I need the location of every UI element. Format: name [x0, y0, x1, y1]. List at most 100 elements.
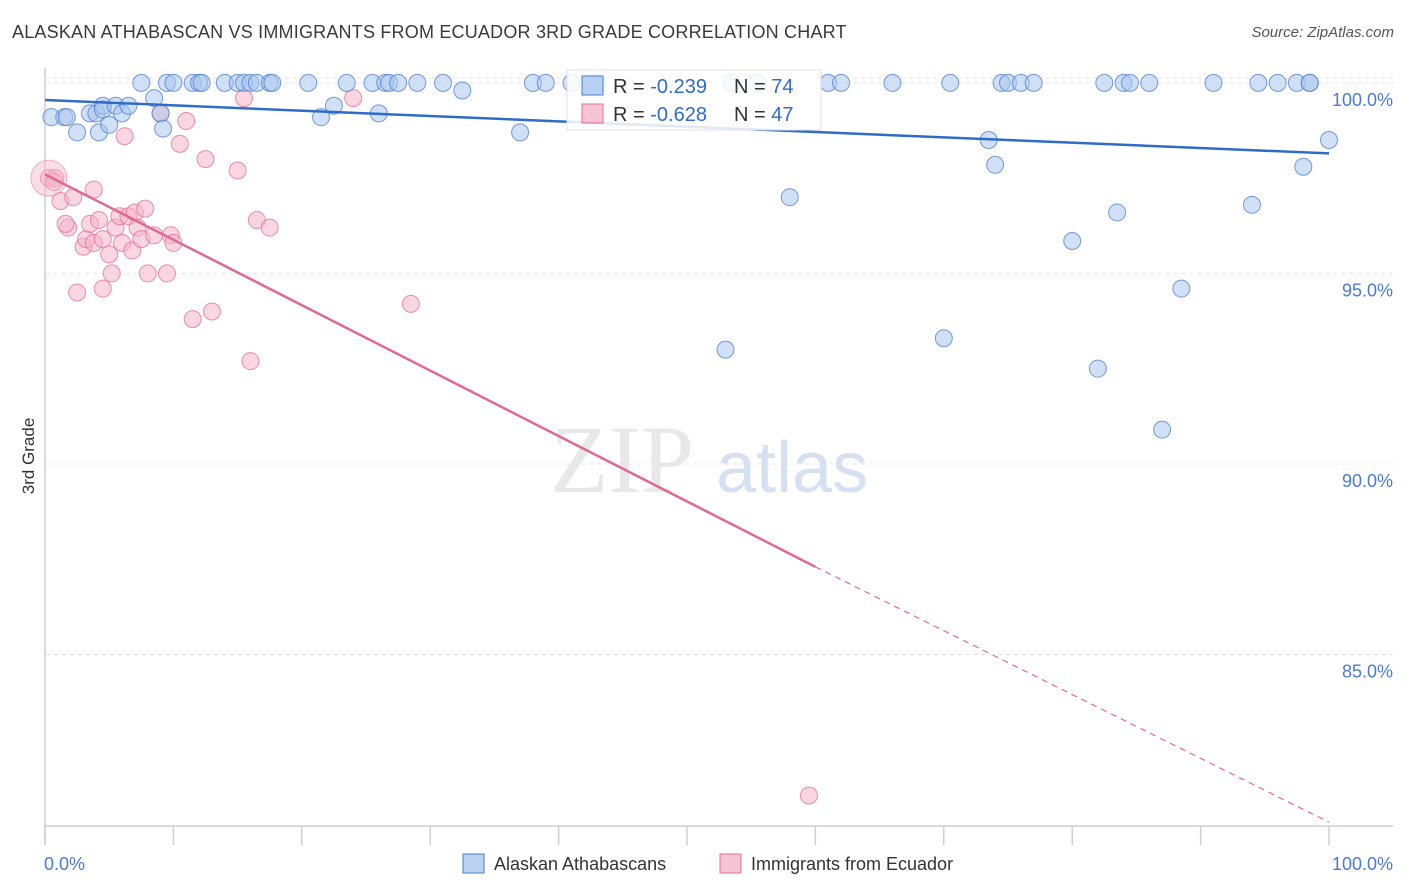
ecuador-point [401, 294, 420, 313]
athabascan-point [1268, 73, 1287, 92]
legend-swatch-ecuador [719, 853, 742, 874]
ecuador-point [170, 134, 189, 153]
athabascan-point [941, 73, 960, 92]
athabascan-point [263, 73, 282, 92]
ecuador-point [177, 111, 196, 130]
ecuador-point [241, 352, 260, 371]
athabascan-point [934, 329, 953, 348]
legend-pink-n-label: N = [734, 104, 771, 126]
athabascan-point [1095, 73, 1114, 92]
ecuador-point [235, 89, 254, 108]
svg-text:N = 74: N = 74 [734, 76, 794, 98]
ecuador-point [56, 214, 75, 233]
ecuador-point [102, 264, 121, 283]
ecuador-point [136, 199, 155, 218]
x-tick-label-min: 0.0% [44, 854, 85, 874]
athabascan-point [511, 123, 530, 142]
legend-pink-r-label: R = [613, 104, 650, 126]
legend-pink-r-value: -0.628 [650, 104, 707, 126]
ecuador-point [157, 264, 176, 283]
watermark: ZIP atlas [550, 406, 868, 513]
chart-title: ALASKAN ATHABASCAN VS IMMIGRANTS FROM EC… [12, 22, 847, 42]
legend-stats-box [566, 69, 822, 131]
athabascan-point [716, 340, 735, 359]
axes [44, 68, 1393, 845]
athabascan-point [434, 73, 453, 92]
athabascan-point [154, 119, 173, 138]
athabascan-point [408, 73, 427, 92]
svg-text:R = -0.628: R = -0.628 [613, 104, 707, 126]
ecuador-point [115, 127, 134, 146]
legend-blue-r-label: R = [613, 76, 650, 98]
ecuador-point [138, 264, 157, 283]
source-label: Source: ZipAtlas.com [1251, 24, 1394, 41]
athabascan-point [145, 89, 164, 108]
athabascan-point [453, 81, 472, 100]
ecuador-point [100, 245, 119, 264]
legend-label-ecuador: Immigrants from Ecuador [751, 854, 953, 874]
legend-swatch-athabascans [462, 853, 485, 874]
athabascan-point [57, 108, 76, 127]
athabascan-point [312, 108, 331, 127]
athabascan-point [1108, 203, 1127, 222]
athabascan-point [1120, 73, 1139, 92]
watermark-atlas: atlas [716, 428, 868, 508]
legend-stats-swatch-blue [581, 75, 604, 96]
athabascan-point [100, 115, 119, 134]
ecuador-point [93, 279, 112, 298]
athabascan-point [324, 96, 343, 115]
legend-series: Alaskan Athabascans Immigrants from Ecua… [462, 853, 953, 874]
athabascan-point [337, 73, 356, 92]
athabascan-point [192, 73, 211, 92]
athabascan-point [1088, 359, 1107, 378]
athabascan-point [68, 123, 87, 142]
athabascan-point [1294, 157, 1313, 176]
athabascan-point [536, 73, 555, 92]
x-tick-label-max: 100.0% [1332, 854, 1393, 874]
y-tick-label-90: 90.0% [1342, 471, 1393, 491]
athabascan-point [1140, 73, 1159, 92]
y-tick-label-85: 85.0% [1342, 662, 1393, 682]
svg-text:R = -0.239: R = -0.239 [613, 76, 707, 98]
ecuador-point [196, 150, 215, 169]
athabascan-point [389, 73, 408, 92]
athabascan-point [832, 73, 851, 92]
athabascan-point [299, 73, 318, 92]
athabascan-point [151, 104, 170, 123]
ecuador-point [228, 161, 247, 180]
svg-text:N = 47: N = 47 [734, 104, 794, 126]
ecuador-point [183, 310, 202, 329]
athabascan-point [1242, 195, 1261, 214]
y-tick-labels: 85.0% 90.0% 95.0% 100.0% [1332, 90, 1393, 682]
athabascan-point [1249, 73, 1268, 92]
ecuador-point [89, 211, 108, 230]
athabascan-point [780, 188, 799, 207]
legend-blue-r-value: -0.239 [650, 76, 707, 98]
legend-pink-n-value: 47 [771, 104, 793, 126]
athabascan-point [1320, 131, 1338, 150]
y-axis-label: 3rd Grade [19, 418, 38, 495]
watermark-zip: ZIP [550, 406, 694, 513]
athabascan-point [883, 73, 902, 92]
ecuador-point [68, 283, 87, 302]
ecuador-trend-line [44, 173, 816, 568]
ecuador-point [93, 230, 112, 249]
athabascan-point [164, 73, 183, 92]
athabascan-point [1204, 73, 1223, 92]
ecuador-point [260, 218, 279, 237]
athabascan-point [119, 96, 138, 115]
ecuador-point [344, 89, 363, 108]
athabascan-point [986, 155, 1005, 174]
series-ecuador-points [30, 89, 818, 805]
y-tick-label-95: 95.0% [1342, 280, 1393, 300]
legend-stats: R = -0.239 N = 74 R = -0.628 N = 47 [566, 69, 822, 131]
athabascan-point [1063, 232, 1082, 251]
athabascan-point [1153, 420, 1172, 439]
legend-blue-n-label: N = [734, 76, 771, 98]
athabascan-point [1172, 279, 1191, 298]
ecuador-point-large [30, 159, 68, 197]
ecuador-trend-line-extrapolated [815, 566, 1330, 823]
legend-blue-n-value: 74 [771, 76, 793, 98]
y-tick-label-100: 100.0% [1332, 90, 1393, 110]
